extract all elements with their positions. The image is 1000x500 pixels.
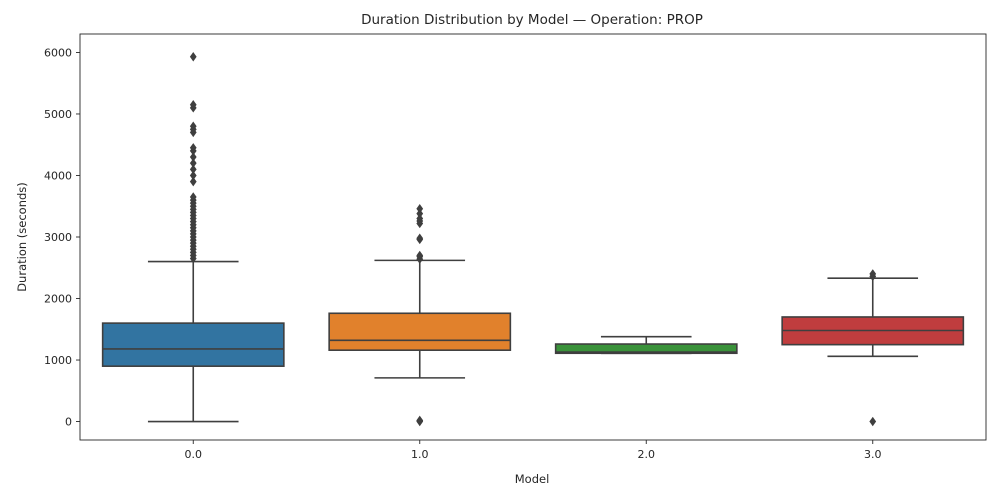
box-group-model-2.0 [554,335,738,355]
y-tick-label: 5000 [44,108,72,121]
plot-frame [79,33,987,441]
plot-area [101,52,965,427]
outlier-point [416,415,424,426]
outlier-point [416,250,424,261]
box-group-model-1.0 [328,203,512,427]
x-tick-label: 0.0 [185,448,203,461]
x-tick-label: 3.0 [864,448,882,461]
y-tick-label: 0 [65,416,72,429]
outlier-point [189,100,197,110]
y-tick-label: 4000 [44,169,72,182]
x-axis-label: Model [515,472,550,486]
y-axis: 0 1000 2000 3000 4000 5000 6000 [44,46,80,429]
box-group-model-0.0 [101,52,285,423]
outlier-point [189,164,197,175]
outlier-point [416,208,424,219]
outlier-point [416,213,424,224]
y-tick-label: 3000 [44,231,72,244]
x-axis: 0.0 1.0 2.0 3.0 [185,440,882,461]
outlier-point [189,158,197,168]
outlier-point [189,121,197,131]
outlier-point [189,52,197,62]
outlier-point [189,152,197,162]
outlier-point [869,416,877,427]
outlier-point [416,233,424,243]
y-axis-label: Duration (seconds) [15,182,29,292]
y-tick-label: 2000 [44,293,72,306]
chart-title: Duration Distribution by Model — Operati… [361,12,703,28]
x-tick-label: 2.0 [638,448,656,461]
iqr-box [101,322,285,367]
outlier-point [189,143,197,153]
outlier-point [189,170,197,181]
x-tick-label: 1.0 [411,448,429,461]
outlier-point [189,176,197,187]
y-tick-label: 1000 [44,354,72,367]
outlier-point [416,203,424,214]
outlier-point [189,192,197,202]
iqr-box [554,343,738,355]
iqr-box [328,312,512,351]
y-tick-label: 6000 [44,46,72,59]
box-group-model-3.0 [781,269,965,427]
outlier-point [869,269,877,279]
